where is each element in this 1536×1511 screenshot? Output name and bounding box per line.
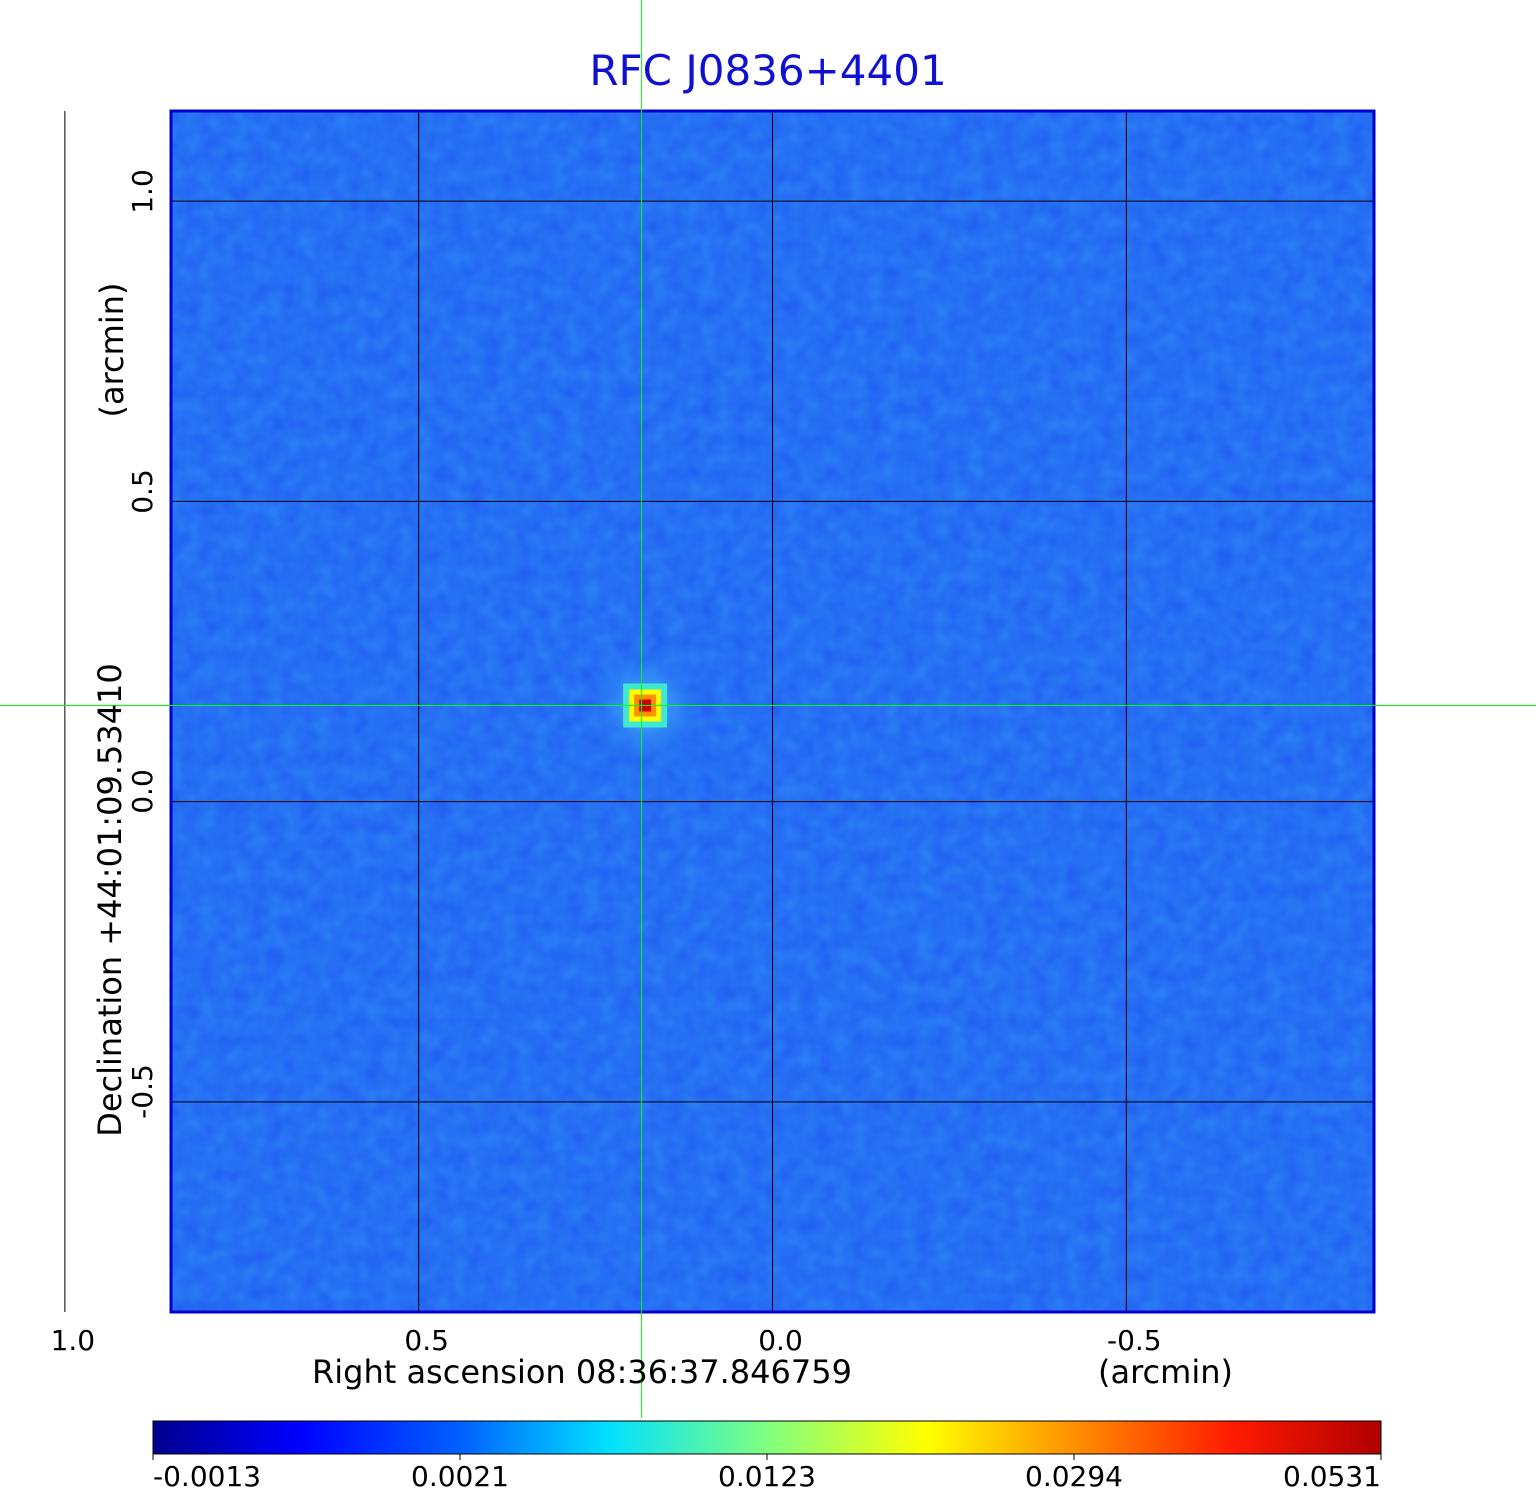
x-tick-label-2: 0.0 <box>758 1324 803 1357</box>
plot-frame <box>169 109 1376 1314</box>
colorbar-tick-label-2: 0.0123 <box>718 1460 816 1493</box>
crosshair <box>0 0 1536 1418</box>
y-axis-label: Declination +44:01:09.53410 <box>91 663 129 1137</box>
x-axis-unit: (arcmin) <box>1098 1353 1233 1391</box>
colorbar-tick-label-3: 0.0294 <box>1025 1460 1123 1493</box>
y-tick-label-0: 1.0 <box>125 168 159 214</box>
plot-border <box>169 109 1376 1314</box>
colorbar-tick-label-4: 0.0531 <box>1283 1460 1381 1493</box>
y-tick-label-2: 0.0 <box>125 769 159 814</box>
colorbar-tick-label-1: 0.0021 <box>411 1460 509 1493</box>
y-tick-label-1: 0.5 <box>125 469 159 514</box>
colorbar-gradient <box>152 1420 1382 1455</box>
chart-title: RFC J0836+4401 <box>589 46 947 95</box>
y-tick-label-3: -0.5 <box>125 1064 159 1120</box>
x-tick-label-1: 0.5 <box>404 1324 449 1357</box>
x-tick-label-0: 1.0 <box>50 1324 96 1357</box>
x-axis-label: Right ascension 08:36:37.846759 <box>312 1353 852 1391</box>
x-tick-label-3: -0.5 <box>1106 1324 1162 1357</box>
colorbar-tick-label-0: -0.0013 <box>153 1460 262 1493</box>
y-axis-unit: (arcmin) <box>93 282 131 418</box>
colorbar <box>152 1420 1382 1460</box>
grid-lines <box>64 111 1374 1312</box>
